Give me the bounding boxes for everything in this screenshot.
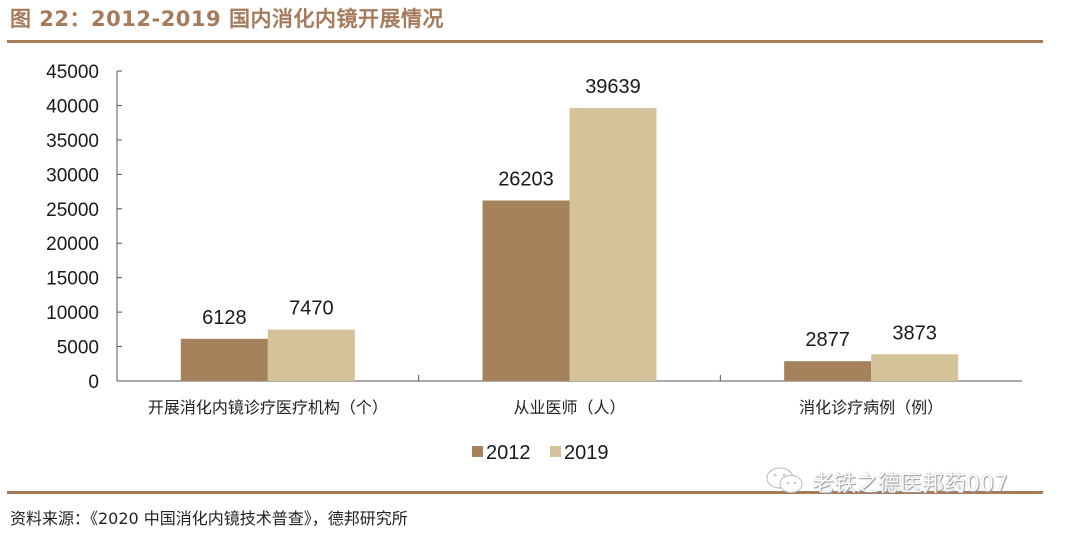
y-tick-label: 25000: [46, 200, 99, 221]
bar-2012: [482, 200, 570, 381]
watermark-text: 老铁之德医邦药007: [812, 472, 1008, 497]
source-note: 资料来源：《2020 中国消化内镜技术普查》，德邦研究所: [10, 509, 408, 528]
y-tick-label: 45000: [46, 62, 99, 83]
x-category-label: 消化诊疗病例（例）: [799, 399, 943, 417]
y-tick-label: 35000: [46, 131, 99, 152]
data-label: 7470: [289, 298, 334, 320]
y-tick-label: 40000: [46, 96, 99, 117]
y-tick-label: 15000: [46, 269, 99, 290]
y-tick-label: 10000: [46, 303, 99, 324]
data-label: 26203: [498, 168, 554, 190]
y-tick-label: 0: [88, 372, 99, 393]
bar-2012: [180, 338, 268, 381]
bar-2019: [267, 329, 355, 381]
x-category-label: 开展消化内镜诊疗医疗机构（个）: [148, 398, 388, 417]
x-category-label: 从业医师（人）: [513, 399, 625, 417]
data-label: 39639: [585, 76, 641, 98]
bar-2019: [569, 107, 657, 381]
legend-swatch-2012: [472, 446, 483, 457]
figure-title: 图 22：2012-2019 国内消化内镜开展情况: [10, 7, 444, 31]
y-tick-label: 5000: [57, 338, 99, 359]
bar-2019: [871, 354, 959, 381]
bottom-divider: [7, 491, 1043, 494]
data-label: 3873: [892, 322, 937, 344]
wechat-icon: [766, 467, 803, 493]
top-divider: [7, 40, 1043, 43]
data-label: 6128: [202, 307, 247, 329]
data-label: 2877: [805, 329, 850, 351]
legend-label: 2012: [486, 442, 531, 464]
legend-label: 2019: [564, 442, 609, 464]
bar-chart: 0 5000 10000 15000 20000 25000 30000 35000 40000…: [46, 62, 1022, 464]
y-tick-label: 20000: [46, 234, 99, 255]
legend-swatch-2019: [550, 446, 561, 457]
y-tick-label: 30000: [46, 165, 99, 186]
bar-2012: [784, 361, 872, 381]
